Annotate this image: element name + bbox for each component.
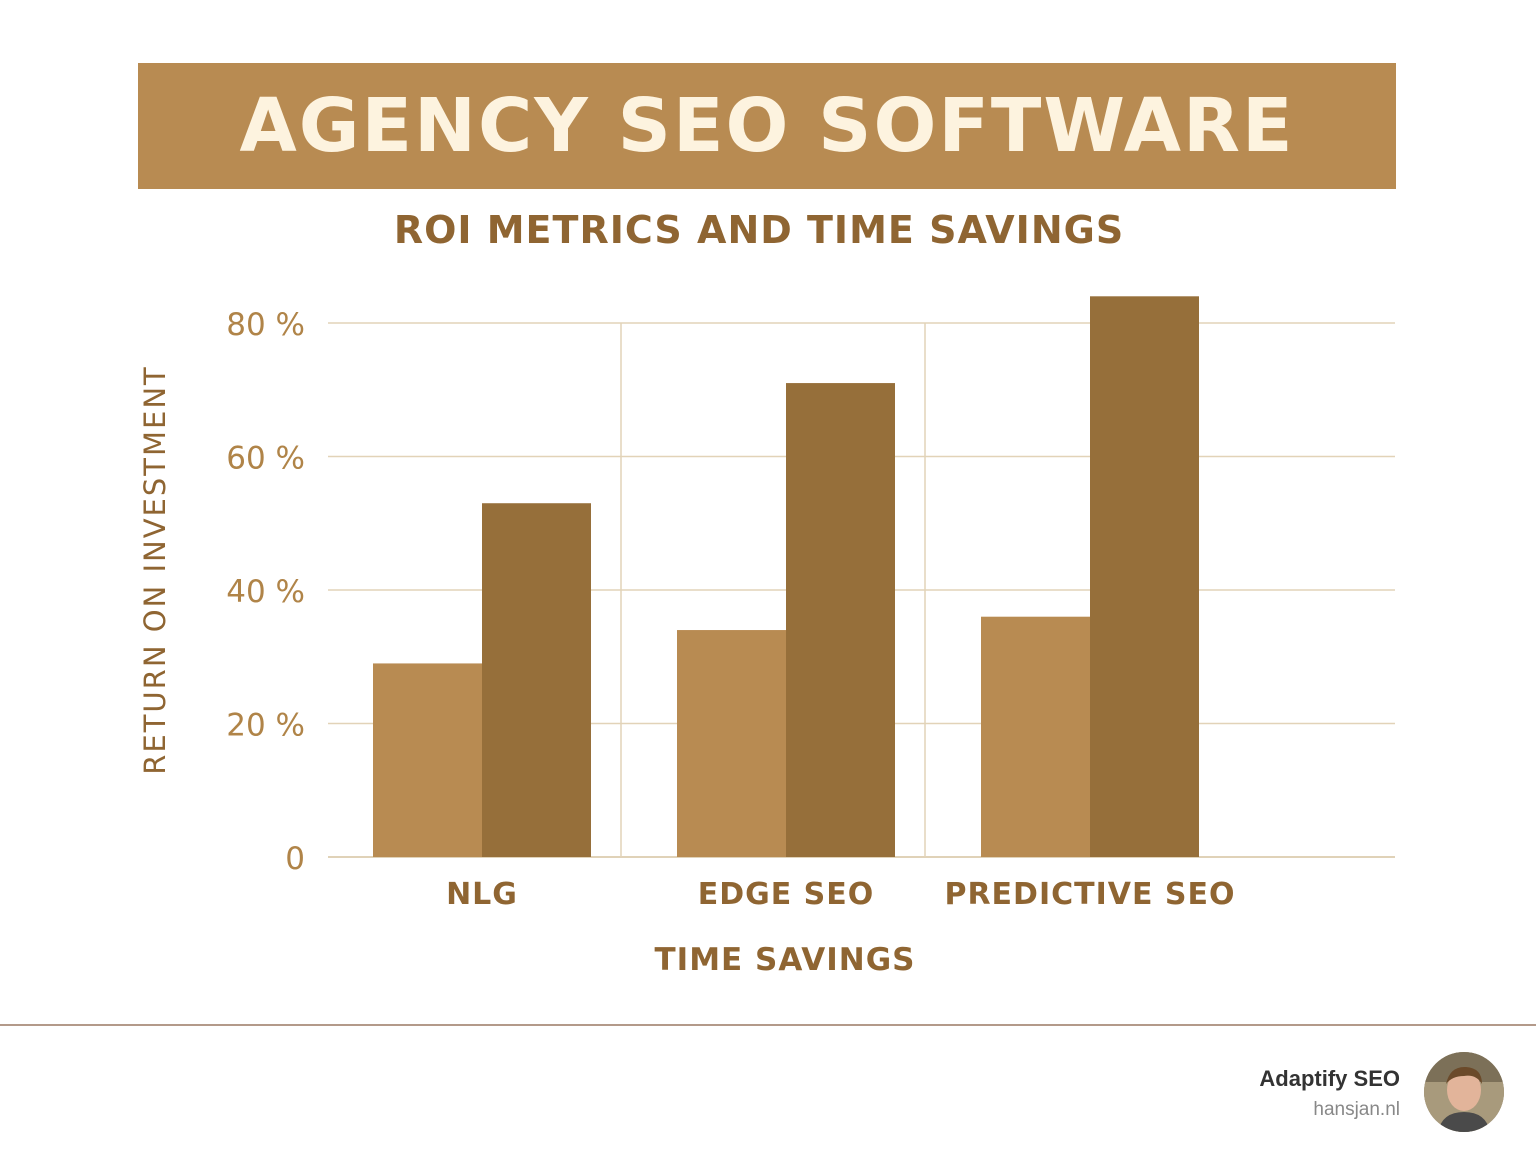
- y-tick-label: 40 %: [226, 574, 305, 610]
- y-axis-label: RETURN ON INVESTMENT: [138, 365, 172, 775]
- bar: [482, 503, 591, 857]
- x-axis-label: TIME SAVINGS: [655, 942, 916, 978]
- bar-chart: 0 20 % 40 % 60 % 80 % NLG EDGE SEO PREDICTIVE S…: [138, 296, 1395, 978]
- bar: [1090, 296, 1199, 857]
- bar: [677, 630, 786, 857]
- avatar-portrait: [1424, 1052, 1504, 1132]
- y-tick-label: 60 %: [226, 441, 305, 477]
- y-tick-label: 80 %: [226, 307, 305, 343]
- x-tick-label: PREDICTIVE SEO: [944, 877, 1235, 912]
- y-tick-label: 20 %: [226, 708, 305, 744]
- chart-title: ROI METRICS AND TIME SAVINGS: [393, 208, 1125, 252]
- title-banner: AGENCY SEO SOFTWARE: [138, 63, 1396, 189]
- y-tick-label: 0: [285, 841, 305, 877]
- footer-site: hansjan.nl: [1313, 1099, 1400, 1120]
- avatar: [1424, 1052, 1504, 1132]
- x-tick-label: NLG: [446, 877, 518, 912]
- x-tick-label: EDGE SEO: [698, 877, 875, 912]
- footer-divider: [0, 1024, 1536, 1026]
- banner-title: AGENCY SEO SOFTWARE: [239, 83, 1295, 169]
- bar: [786, 383, 895, 857]
- bar: [373, 663, 482, 857]
- footer-brand: Adaptify SEO: [1259, 1066, 1400, 1091]
- bar: [981, 616, 1090, 857]
